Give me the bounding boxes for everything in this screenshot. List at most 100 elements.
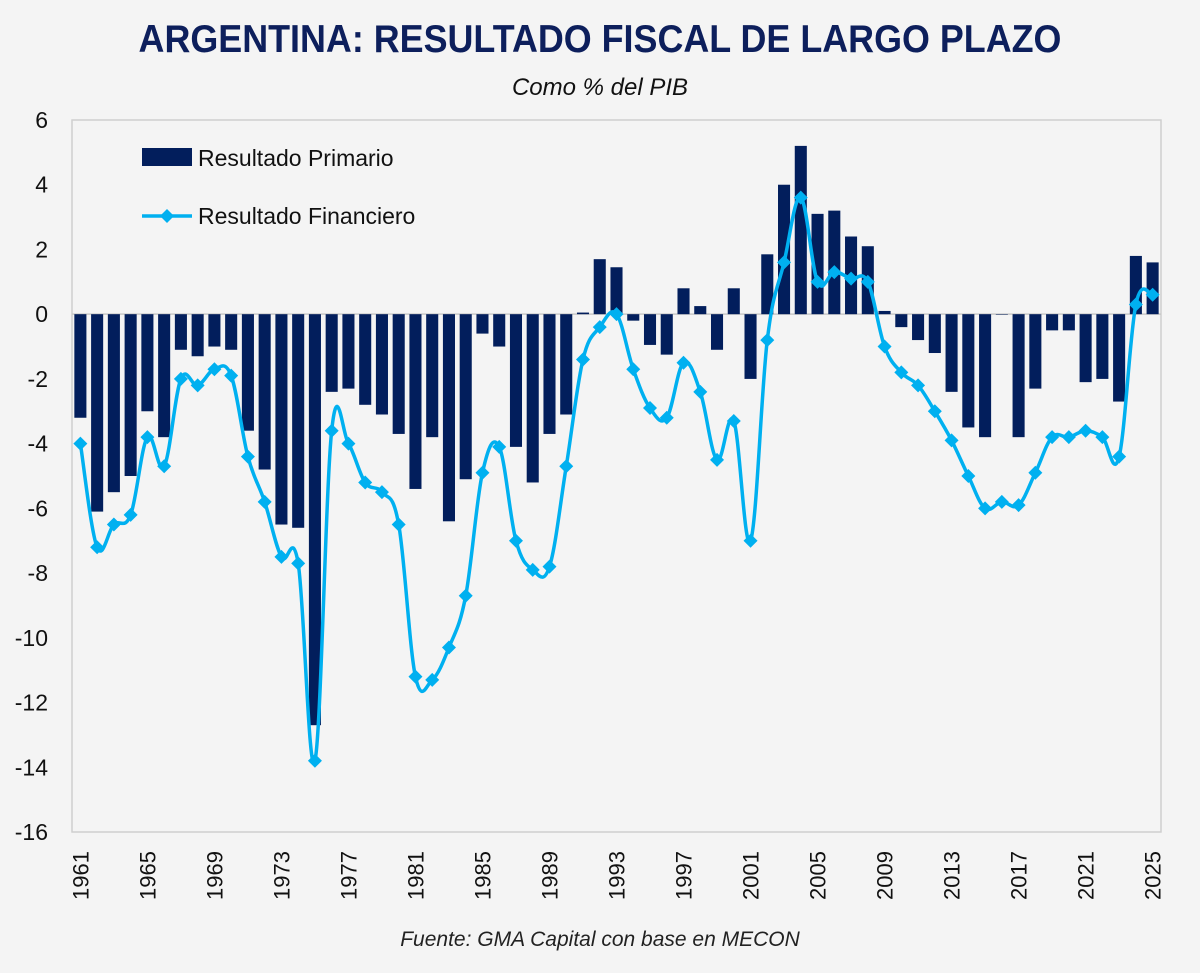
bar-2015 xyxy=(979,314,992,438)
bar-2010 xyxy=(895,314,908,328)
point-2016 xyxy=(994,494,1009,509)
point-2000 xyxy=(726,413,741,428)
point-1977 xyxy=(341,436,356,451)
point-1985 xyxy=(475,465,490,480)
bar-1976 xyxy=(325,314,338,392)
x-tick-label: 2017 xyxy=(1007,851,1032,900)
x-tick-label: 2009 xyxy=(873,851,898,900)
bar-2005 xyxy=(811,213,824,315)
point-1965 xyxy=(140,430,155,445)
bar-1989 xyxy=(543,314,556,434)
bars-series-primario xyxy=(74,145,1159,726)
bar-1998 xyxy=(694,306,707,315)
y-axis: 6 4 2 0 -2 -4 -6 -8 -10 -12 -14 -16 xyxy=(15,107,48,845)
point-1969 xyxy=(207,362,222,377)
point-1989 xyxy=(542,559,557,574)
bar-1966 xyxy=(158,314,171,438)
x-tick-label: 1997 xyxy=(672,851,697,900)
y-tick-label: -12 xyxy=(15,690,48,716)
bar-1967 xyxy=(174,314,187,350)
point-1991 xyxy=(575,352,590,367)
bar-1965 xyxy=(141,314,154,412)
point-1993 xyxy=(609,307,624,322)
point-1994 xyxy=(626,362,641,377)
point-1982 xyxy=(425,672,440,687)
point-1979 xyxy=(374,485,389,500)
point-2025 xyxy=(1145,287,1160,302)
x-tick-label: 1965 xyxy=(135,851,160,900)
point-1999 xyxy=(710,452,725,467)
point-1972 xyxy=(257,494,272,509)
point-2009 xyxy=(877,339,892,354)
bar-1993 xyxy=(610,267,623,315)
x-tick-label: 1969 xyxy=(202,851,227,900)
point-1970 xyxy=(224,368,239,383)
legend-label-primario: Resultado Primario xyxy=(198,145,394,171)
bar-2016 xyxy=(995,314,1008,315)
legend-marker-financiero xyxy=(160,209,174,223)
bar-2009 xyxy=(878,310,891,315)
bar-1988 xyxy=(526,314,539,483)
bar-1995 xyxy=(643,314,657,345)
point-2008 xyxy=(860,274,875,289)
bar-1968 xyxy=(191,314,204,357)
bar-1990 xyxy=(560,314,573,415)
x-tick-label: 1981 xyxy=(403,851,428,900)
point-2003 xyxy=(777,255,792,270)
point-1990 xyxy=(559,459,574,474)
bar-1978 xyxy=(359,314,372,405)
x-tick-label: 2001 xyxy=(739,851,764,900)
x-tick-label: 2005 xyxy=(806,851,831,900)
x-tick-label: 1961 xyxy=(68,851,93,900)
point-1983 xyxy=(441,640,456,655)
bar-2021 xyxy=(1079,314,1092,383)
bar-1986 xyxy=(493,314,506,347)
point-1967 xyxy=(173,371,188,386)
point-2017 xyxy=(1011,498,1026,513)
point-1961 xyxy=(73,436,88,451)
point-2007 xyxy=(844,271,859,286)
bar-1994 xyxy=(627,314,640,321)
point-1975 xyxy=(307,753,322,768)
bar-1971 xyxy=(241,314,254,431)
bar-1999 xyxy=(710,314,724,350)
point-2001 xyxy=(743,533,758,548)
bar-1962 xyxy=(91,314,104,512)
point-2005 xyxy=(810,274,825,289)
point-2012 xyxy=(927,404,942,419)
point-2013 xyxy=(944,433,959,448)
point-1992 xyxy=(592,320,607,335)
point-1984 xyxy=(458,588,473,603)
point-2018 xyxy=(1028,465,1043,480)
bar-1985 xyxy=(476,314,489,334)
bar-2006 xyxy=(828,210,841,315)
point-1997 xyxy=(676,355,691,370)
chart-title: ARGENTINA: RESULTADO FISCAL DE LARGO PLA… xyxy=(138,18,1062,61)
point-1976 xyxy=(324,423,339,438)
y-tick-label: 6 xyxy=(35,107,48,133)
bar-2012 xyxy=(928,314,941,354)
bar-1992 xyxy=(593,259,606,315)
point-2021 xyxy=(1078,423,1093,438)
y-tick-label: 4 xyxy=(35,172,48,198)
y-tick-label: 0 xyxy=(35,301,48,327)
point-1964 xyxy=(123,507,138,522)
point-1995 xyxy=(643,401,658,416)
point-1978 xyxy=(358,475,373,490)
bar-1987 xyxy=(509,314,523,447)
point-1968 xyxy=(190,378,205,393)
point-2011 xyxy=(911,378,926,393)
x-tick-label: 1985 xyxy=(470,851,495,900)
point-1981 xyxy=(408,669,423,684)
bar-2020 xyxy=(1062,314,1075,331)
point-1986 xyxy=(492,439,507,454)
plot-area xyxy=(71,119,1162,833)
y-tick-label: -4 xyxy=(28,431,49,457)
point-1980 xyxy=(391,517,406,532)
point-1962 xyxy=(90,540,105,555)
x-tick-label: 1993 xyxy=(605,851,630,900)
point-2022 xyxy=(1095,430,1110,445)
point-2020 xyxy=(1061,430,1076,445)
bar-2004 xyxy=(794,145,807,315)
x-tick-label: 2021 xyxy=(1074,851,1099,900)
